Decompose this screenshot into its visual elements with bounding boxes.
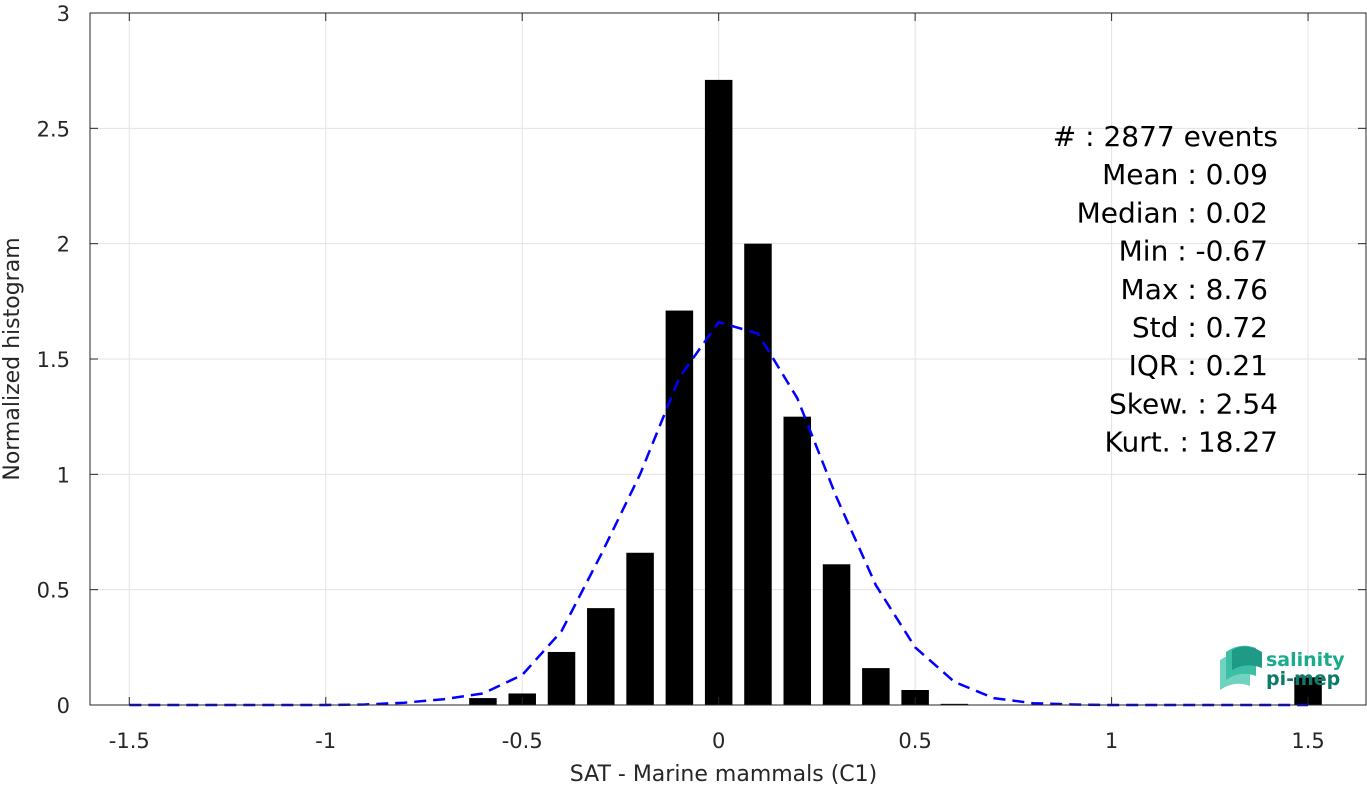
- stat-line: Skew. : 2.54: [1109, 387, 1278, 420]
- salinity-pi-mep-logo: salinity pi-mep: [1220, 645, 1345, 690]
- y-tick-label: 1: [57, 463, 70, 487]
- x-tick-label: -1.5: [109, 729, 150, 753]
- stat-line: IQR : 0.21: [1129, 349, 1268, 382]
- logo-text-pi-mep: pi-mep: [1266, 668, 1340, 690]
- logo-icon: [1220, 645, 1262, 690]
- histogram-bar: [587, 608, 615, 705]
- stat-line: Min : -0.67: [1119, 235, 1268, 268]
- histogram-bar: [822, 564, 851, 705]
- histogram-bar: [744, 243, 772, 705]
- y-tick-label: 0: [57, 694, 70, 718]
- x-tick-label: 1.5: [1291, 729, 1324, 753]
- stat-line: Mean : 0.09: [1102, 158, 1268, 191]
- histogram-bar: [940, 703, 969, 705]
- histogram-bar: [704, 79, 733, 706]
- x-tick-label: 1: [1105, 729, 1118, 753]
- y-tick-label: 3: [57, 2, 70, 26]
- histogram-bar: [547, 651, 576, 705]
- histogram-bar: [626, 552, 654, 705]
- x-tick-label: -1: [315, 729, 336, 753]
- stat-line: Median : 0.02: [1077, 196, 1268, 229]
- y-tick-label: 2: [57, 233, 70, 257]
- x-tick-label: -0.5: [502, 729, 543, 753]
- histogram-bar: [469, 698, 497, 705]
- x-tick-label: 0.5: [898, 729, 931, 753]
- logo-text-salinity: salinity: [1266, 649, 1345, 671]
- x-axis-label: SAT - Marine mammals (C1): [570, 762, 878, 785]
- bars: [469, 79, 1322, 706]
- histogram-bar: [665, 310, 694, 705]
- histogram-bar: [862, 668, 890, 705]
- stat-line: Std : 0.72: [1132, 311, 1268, 344]
- x-tick-label: 0: [712, 729, 725, 753]
- stat-line: Kurt. : 18.27: [1105, 426, 1279, 459]
- y-tick-label: 1.5: [37, 348, 70, 372]
- statistics-box: # : 2877 events Mean : 0.09 Median : 0.02 M…: [1053, 120, 1278, 459]
- histogram-bar: [783, 416, 812, 705]
- stat-line: Max : 8.76: [1121, 273, 1268, 306]
- stat-line: # : 2877 events: [1053, 120, 1278, 153]
- y-axis-label: Normalized histogram: [0, 237, 25, 480]
- y-tick-label: 2.5: [37, 117, 70, 141]
- y-axis-ticks: 0 0.5 1 1.5 2 2.5 3: [37, 2, 1366, 718]
- x-axis-ticks: -1.5 -1 -0.5 0 0.5 1 1.5: [109, 13, 1325, 753]
- y-tick-label: 0.5: [37, 579, 70, 603]
